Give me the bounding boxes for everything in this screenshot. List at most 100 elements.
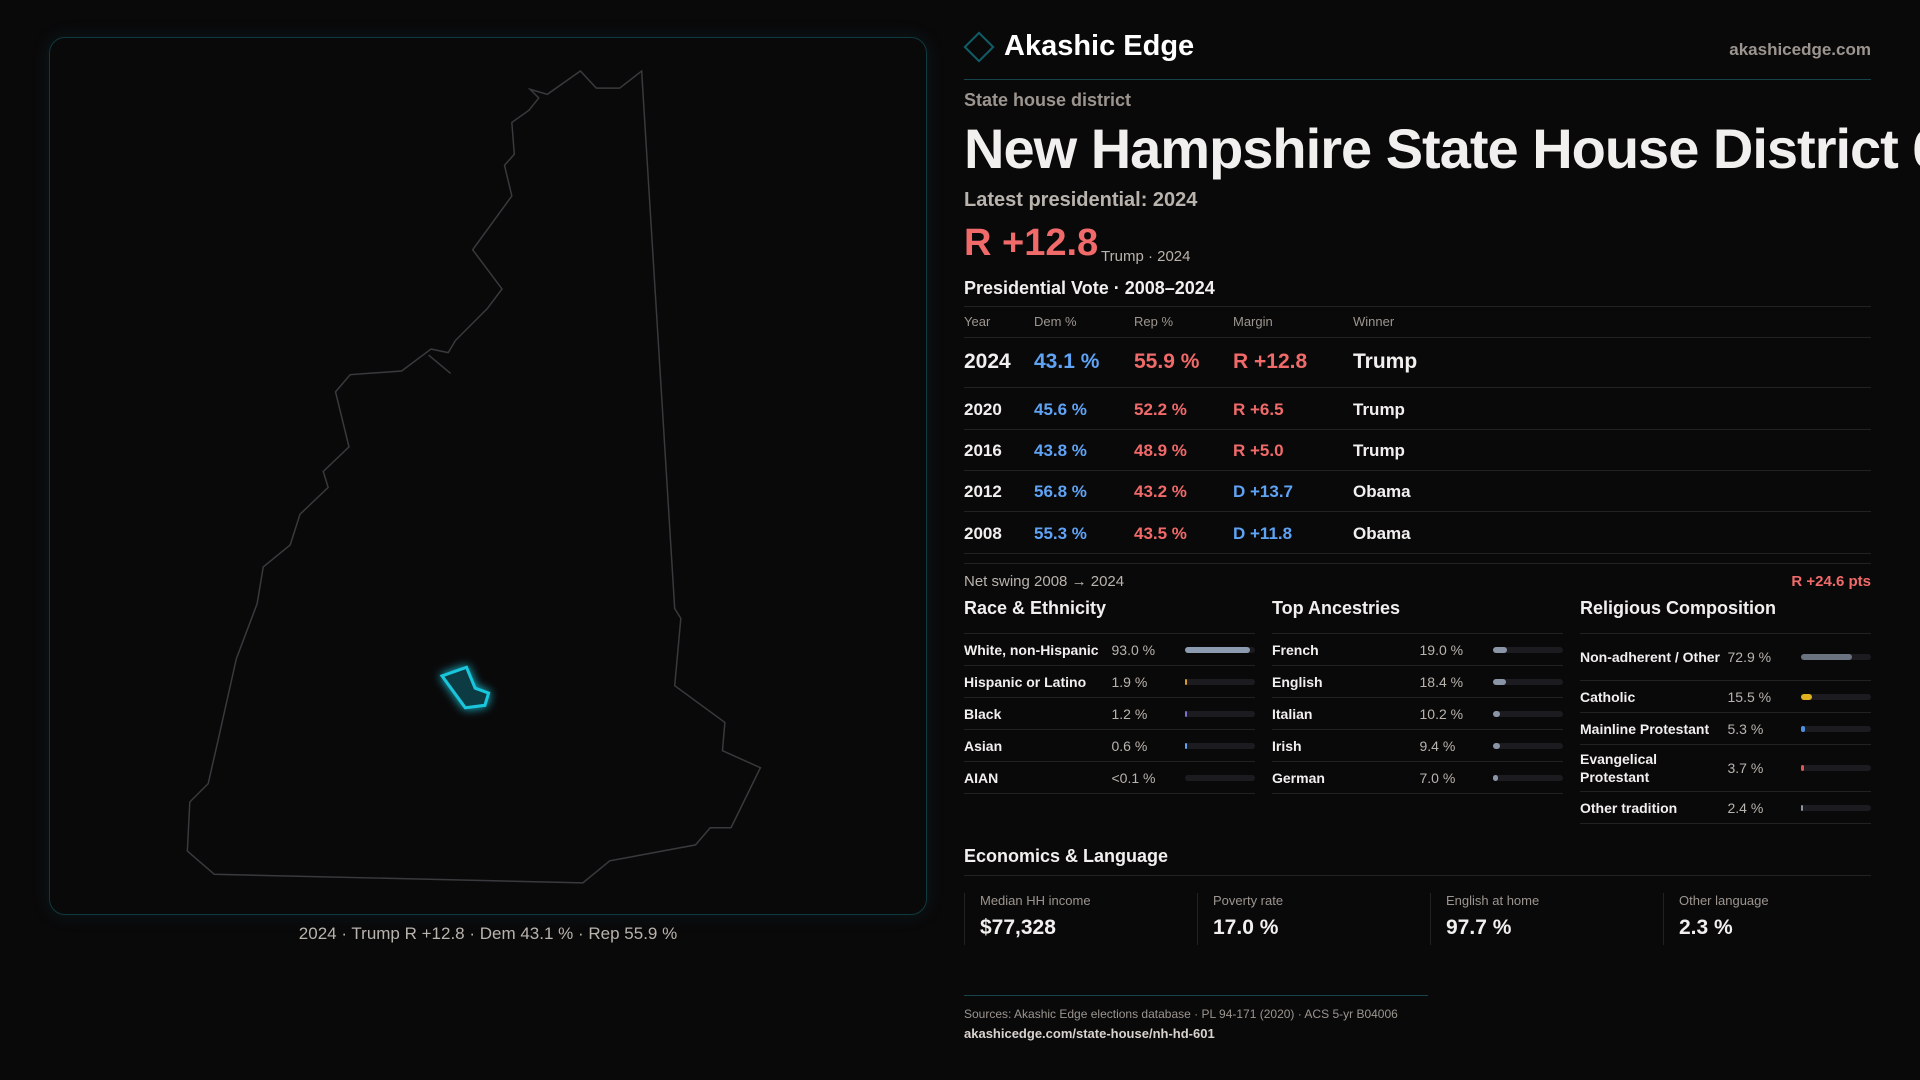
stat-row: White, non-Hispanic 93.0 % (964, 634, 1256, 666)
stat-row: AIAN <0.1 % (964, 762, 1256, 794)
stat-value: 1.9 % (1111, 673, 1148, 690)
econ-value: 97.7 % (1446, 916, 1512, 939)
stat-label: Asian (964, 737, 1003, 754)
map-panel[interactable] (49, 37, 927, 915)
stat-bar-fill (1801, 693, 1813, 700)
logo[interactable]: Akashic Edge (963, 30, 1194, 63)
stat-value: <0.1 % (1111, 769, 1156, 786)
col-rep: Rep % (1134, 314, 1174, 329)
map-caption: 2024 · Trump R +12.8 · Dem 43.1 % · Rep … (298, 924, 678, 943)
stat-bar (1185, 646, 1256, 653)
section-title: Religious Composition (1580, 598, 1871, 634)
table-row[interactable]: 2024 43.1 % 55.9 % R +12.8 Trump (964, 340, 1871, 388)
stat-bar-fill (1185, 646, 1251, 653)
stat-label: Evangelical Protestant (1580, 751, 1658, 785)
stat-bar (1493, 646, 1564, 653)
table-row[interactable]: 2020 45.6 % 52.2 % R +6.5 Trump (964, 388, 1871, 430)
stat-value: 15.5 % (1727, 688, 1772, 705)
stat-row: Evangelical Protestant 3.7 % (1580, 745, 1872, 792)
section-top-ancestries: Top Ancestries French 19.0 % English 18.… (1272, 598, 1564, 794)
district-kind: State house district (964, 90, 1132, 110)
dem-pct: 43.1 % (1034, 350, 1100, 373)
section-title: Race & Ethnicity (964, 598, 1255, 634)
dem-pct: 55.3 % (1034, 524, 1087, 543)
econ-value: 2.3 % (1679, 916, 1733, 939)
econ-card: Median HH income $77,328 (964, 893, 1191, 945)
stat-bar-fill (1801, 725, 1805, 732)
divider (964, 337, 1871, 338)
county-line (428, 354, 452, 375)
stat-bar (1801, 725, 1872, 732)
stat-label: French (1272, 641, 1319, 658)
stat-bar-fill (1493, 646, 1507, 653)
stat-label: Black (964, 705, 1002, 722)
col-winner: Winner (1353, 314, 1395, 329)
state-outline (186, 69, 762, 884)
stat-value: 10.2 % (1419, 705, 1464, 722)
stat-label: Hispanic or Latino (964, 673, 1087, 690)
stat-bar (1801, 654, 1872, 660)
stat-bar-fill (1801, 765, 1804, 771)
stat-bar (1185, 710, 1256, 717)
district-shape[interactable] (439, 665, 491, 710)
headline-margin: R +12.8 (964, 222, 1099, 264)
econ-value: $77,328 (980, 916, 1056, 939)
econ-label: English at home (1446, 893, 1540, 908)
stat-value: 9.4 % (1419, 737, 1456, 754)
margin: D +13.7 (1233, 482, 1294, 501)
stat-row: Catholic 15.5 % (1580, 681, 1872, 713)
stat-bar (1493, 774, 1564, 781)
table-row[interactable]: 2012 56.8 % 43.2 % D +13.7 Obama (964, 470, 1871, 512)
stat-bar (1185, 678, 1256, 685)
stat-bar-fill (1801, 804, 1804, 811)
page-title: New Hampshire State House District 601 (964, 117, 1920, 180)
stat-value: 3.7 % (1727, 760, 1764, 776)
stat-label: AIAN (964, 769, 999, 786)
winner: Trump (1353, 350, 1418, 373)
year: 2016 (964, 441, 1002, 460)
stat-value: 72.9 % (1727, 649, 1772, 665)
detail-panel: Akashic Edge akashicedge.com State house… (963, 0, 1920, 1080)
site-link[interactable]: akashicedge.com (1729, 40, 1871, 59)
divider (964, 563, 1871, 564)
winner: Obama (1353, 524, 1411, 543)
stat-bar (1185, 742, 1256, 749)
stat-value: 7.0 % (1419, 769, 1456, 786)
stat-row: Italian 10.2 % (1272, 698, 1564, 730)
stat-label: Other tradition (1580, 799, 1678, 816)
stat-bar-fill (1493, 678, 1507, 685)
divider (964, 995, 1428, 996)
stat-bar (1801, 693, 1872, 700)
section-title: Top Ancestries (1272, 598, 1563, 634)
sources: Sources: Akashic Edge elections database… (964, 1007, 1398, 1021)
stat-label: Non-adherent / Other (1580, 649, 1721, 665)
section-religious-composition: Religious Composition Non-adherent / Oth… (1580, 598, 1872, 824)
divider (964, 306, 1871, 307)
stat-bar (1185, 774, 1256, 781)
stat-bar (1493, 678, 1564, 685)
year: 2008 (964, 524, 1002, 543)
rep-pct: 43.2 % (1134, 482, 1187, 501)
econ-card: English at home 97.7 % (1430, 893, 1657, 945)
econ-card: Other language 2.3 % (1663, 893, 1890, 945)
rep-pct: 52.2 % (1134, 400, 1187, 419)
stat-value: 18.4 % (1419, 673, 1464, 690)
latest-label: Latest presidential: 2024 (964, 189, 1198, 211)
table-row[interactable]: 2008 55.3 % 43.5 % D +11.8 Obama (964, 512, 1871, 554)
econ-card: Poverty rate 17.0 % (1197, 893, 1424, 945)
table-row[interactable]: 2016 43.8 % 48.9 % R +5.0 Trump (964, 429, 1871, 471)
rep-pct: 55.9 % (1134, 350, 1200, 373)
stat-label: English (1272, 673, 1323, 690)
stat-row: Black 1.2 % (964, 698, 1256, 730)
stat-value: 93.0 % (1111, 641, 1156, 658)
winner: Trump (1353, 400, 1405, 419)
dem-pct: 45.6 % (1034, 400, 1087, 419)
margin: R +6.5 (1233, 400, 1284, 419)
page-url[interactable]: akashicedge.com/state-house/nh-hd-601 (964, 1026, 1215, 1041)
stat-row: Hispanic or Latino 1.9 % (964, 666, 1256, 698)
stat-bar-fill (1801, 654, 1853, 660)
headline-sub: Trump · 2024 (1101, 248, 1191, 265)
econ-value: 17.0 % (1213, 916, 1279, 939)
diamond-logo-icon (963, 30, 995, 63)
